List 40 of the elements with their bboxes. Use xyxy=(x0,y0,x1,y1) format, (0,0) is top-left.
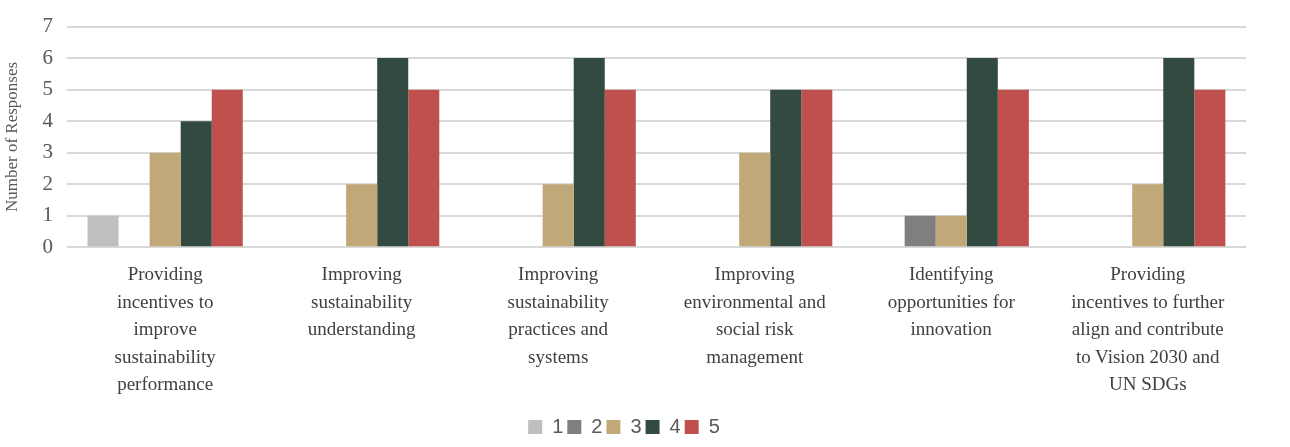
y-tick-label: 5 xyxy=(42,76,53,101)
y-tick-label: 4 xyxy=(42,107,54,132)
bar xyxy=(211,89,243,247)
legend-label: 3 xyxy=(630,414,642,437)
x-tick-label: Improving sustainability understanding xyxy=(307,263,416,340)
bar xyxy=(573,58,605,247)
x-tick-label: Identifying opportunities for innovation xyxy=(887,263,1016,340)
bar xyxy=(180,121,212,247)
y-tick-label: 3 xyxy=(42,139,53,164)
y-tick-label: 6 xyxy=(42,44,53,69)
bar xyxy=(801,89,833,247)
x-tick-label: Providing incentives to further align and contribute to Vision 2030 and UN SDGs xyxy=(1071,263,1225,395)
legend-label: 5 xyxy=(708,414,720,437)
bar xyxy=(87,215,119,247)
x-tick-label: Providing incentives to improve sustainability performance xyxy=(114,263,217,395)
bar xyxy=(904,215,936,247)
x-tick-label: Improving environmental and social risk management xyxy=(683,263,827,367)
y-axis-title: Number of Responses xyxy=(1,61,21,212)
bar xyxy=(346,184,378,247)
bar xyxy=(997,89,1029,247)
legend-label: 4 xyxy=(669,414,681,437)
y-tick-label: 1 xyxy=(42,202,53,227)
bar xyxy=(408,89,440,247)
y-tick-label: 2 xyxy=(42,170,53,195)
bar xyxy=(770,89,802,247)
bar xyxy=(1163,58,1195,247)
bar xyxy=(935,215,967,247)
bar xyxy=(739,152,771,247)
legend-label: 1 xyxy=(552,414,564,437)
bar xyxy=(542,184,574,247)
bar xyxy=(966,58,998,247)
bar xyxy=(149,152,181,247)
x-tick-label: Improving sustainability practices and systems xyxy=(507,263,610,367)
bar xyxy=(377,58,409,247)
bar xyxy=(1132,184,1164,247)
y-tick-label: 0 xyxy=(42,233,53,258)
bar xyxy=(604,89,636,247)
bar xyxy=(1194,89,1226,247)
legend-label: 2 xyxy=(591,414,603,437)
y-tick-label: 7 xyxy=(42,13,53,38)
